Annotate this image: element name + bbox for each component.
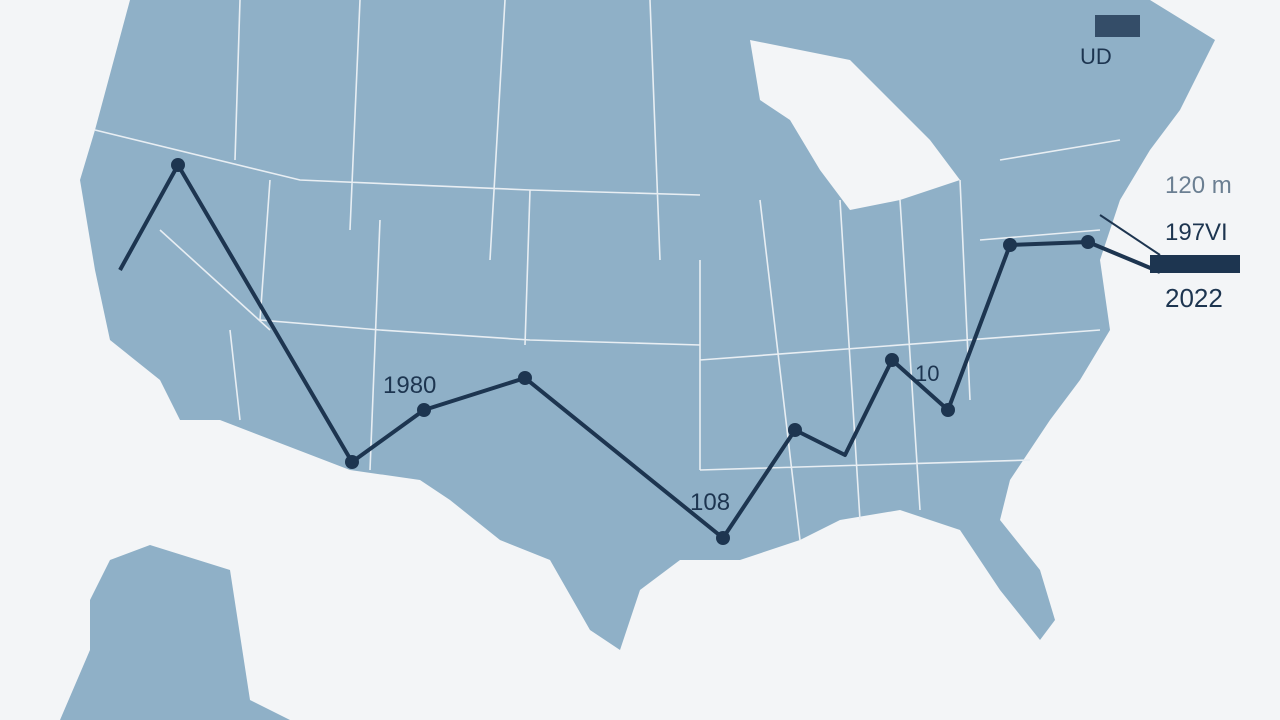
alaska <box>60 545 290 720</box>
route-point <box>716 531 730 545</box>
route-point <box>171 158 185 172</box>
route-point <box>788 423 802 437</box>
route-label: 2022 <box>1165 283 1223 313</box>
route-label: 10 <box>915 361 939 386</box>
route-point <box>1081 235 1095 249</box>
route-label: 120 m <box>1165 172 1232 199</box>
route-label: 197VI <box>1165 219 1228 246</box>
route-points <box>171 158 1095 545</box>
great-lakes <box>750 40 960 210</box>
route-point <box>518 371 532 385</box>
route-label: UD <box>1080 44 1112 69</box>
route-point <box>417 403 431 417</box>
route-arrow <box>1099 214 1161 256</box>
route-point <box>345 455 359 469</box>
route-point <box>885 353 899 367</box>
route-point <box>1003 238 1017 252</box>
route-line <box>118 163 1089 540</box>
state-borders <box>94 0 1121 541</box>
route <box>118 15 1240 545</box>
route-label: 1980 <box>383 372 436 399</box>
hatch-bar <box>1095 15 1140 37</box>
route-arrow <box>1087 240 1161 274</box>
route-label: 108 <box>690 489 730 516</box>
hatch-bar <box>1150 255 1240 273</box>
route-point <box>941 403 955 417</box>
